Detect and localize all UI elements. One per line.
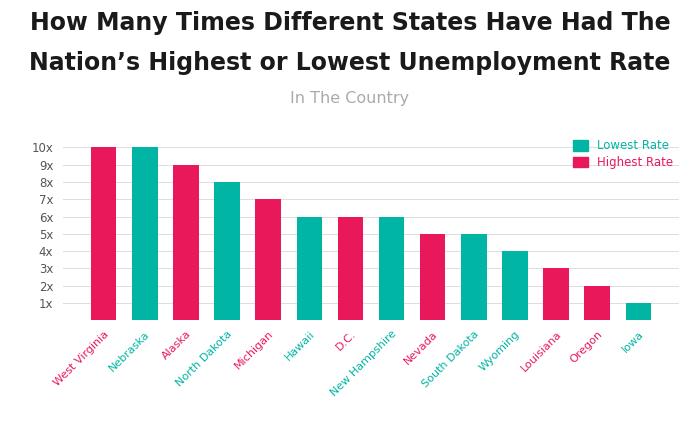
Text: How Many Times Different States Have Had The: How Many Times Different States Have Had… [29, 11, 671, 35]
Bar [297, 217, 322, 320]
Text: New Hampshire: New Hampshire [329, 329, 398, 398]
Text: D.C.: D.C. [334, 329, 358, 352]
Bar [502, 251, 528, 320]
Text: Nevada: Nevada [402, 329, 440, 366]
Bar [461, 234, 486, 320]
Text: Hawaii: Hawaii [283, 329, 316, 362]
Bar [256, 199, 281, 320]
Text: Iowa: Iowa [620, 329, 645, 354]
Text: In The Country: In The Country [290, 91, 410, 106]
Text: South Dakota: South Dakota [421, 329, 481, 389]
Bar [584, 286, 610, 320]
Text: North Dakota: North Dakota [174, 329, 235, 388]
Bar [626, 303, 651, 320]
Bar [173, 165, 199, 320]
Text: Oregon: Oregon [568, 329, 604, 365]
Legend: Lowest Rate, Highest Rate: Lowest Rate, Highest Rate [573, 139, 673, 169]
Text: Michigan: Michigan [232, 329, 275, 371]
Bar [379, 217, 405, 320]
Bar [337, 217, 363, 320]
Bar [543, 268, 569, 320]
Text: Nebraska: Nebraska [108, 329, 152, 373]
Text: Wyoming: Wyoming [478, 329, 522, 373]
Bar [420, 234, 445, 320]
Text: Alaska: Alaska [160, 329, 193, 362]
Text: West Virginia: West Virginia [52, 329, 111, 388]
Bar [214, 182, 240, 320]
Bar [132, 147, 158, 320]
Text: Louisiana: Louisiana [519, 329, 563, 373]
Bar [91, 147, 116, 320]
Text: Nation’s Highest or Lowest Unemployment Rate: Nation’s Highest or Lowest Unemployment … [29, 51, 671, 75]
